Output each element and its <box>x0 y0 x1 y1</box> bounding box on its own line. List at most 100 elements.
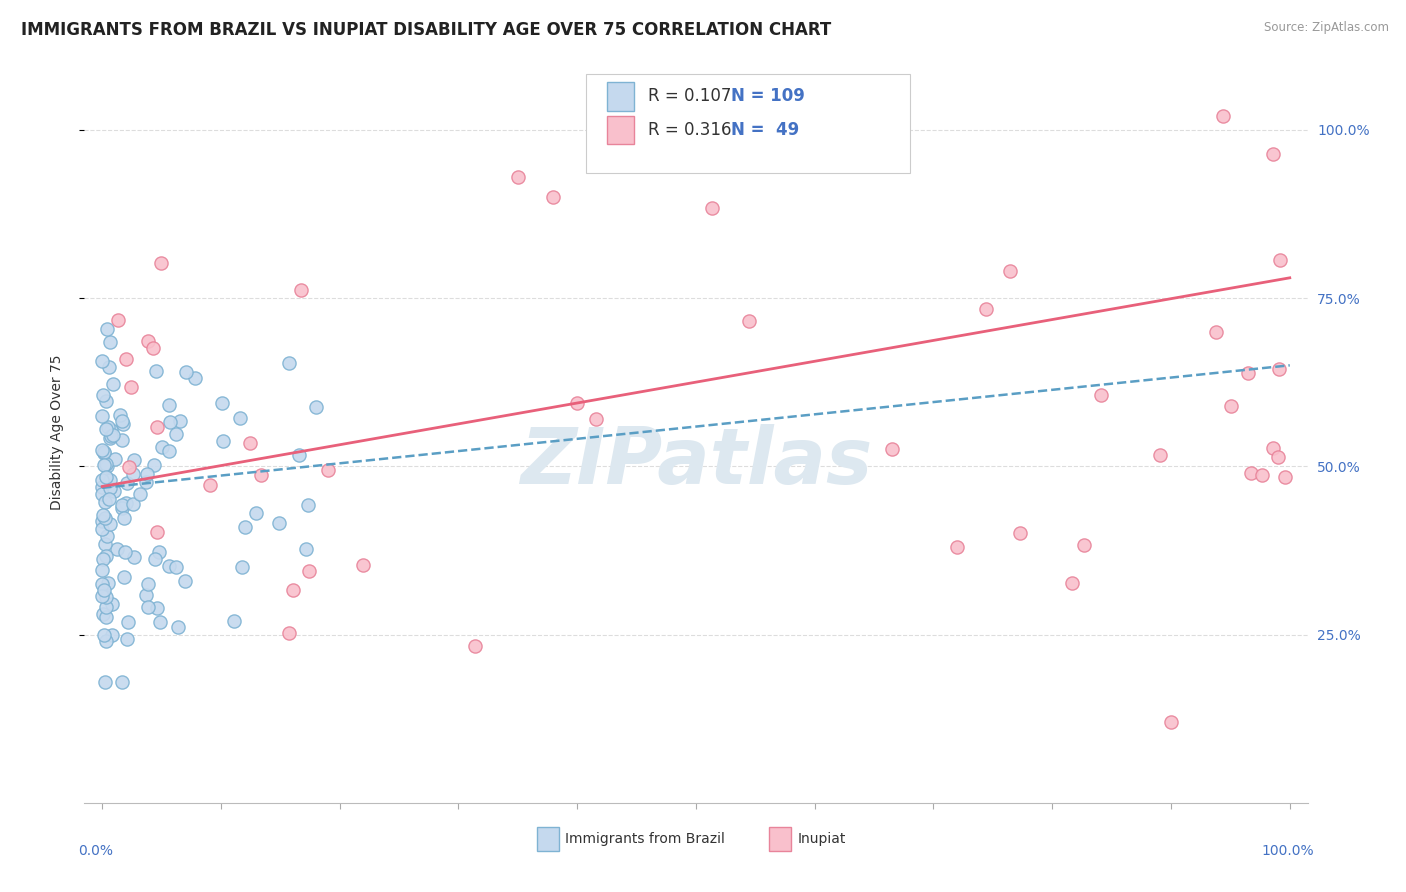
Point <box>135 467 157 481</box>
Point <box>157 443 180 458</box>
Point <box>612 109 634 123</box>
Point <box>111 674 134 689</box>
Point <box>91 508 114 523</box>
Point <box>111 498 134 512</box>
Point <box>277 356 299 370</box>
Point <box>115 496 138 510</box>
Point <box>91 589 114 603</box>
Point <box>585 412 607 426</box>
Point <box>91 487 114 501</box>
Point <box>700 201 723 215</box>
Point <box>305 400 328 414</box>
Point <box>142 341 165 355</box>
Point <box>122 550 145 565</box>
Point <box>122 467 145 481</box>
Text: 0.0%: 0.0% <box>79 844 114 857</box>
Point <box>91 514 114 528</box>
Point <box>94 549 117 564</box>
Point <box>91 480 114 494</box>
Bar <box>537 827 560 851</box>
Point <box>118 459 141 474</box>
Point <box>738 314 761 328</box>
Point <box>212 434 235 448</box>
Point <box>91 607 114 621</box>
Point <box>229 410 252 425</box>
Point <box>93 444 115 458</box>
Point <box>129 487 152 501</box>
Point <box>98 335 121 350</box>
Point <box>146 420 169 434</box>
Point <box>112 511 135 525</box>
Point <box>1236 367 1258 381</box>
Point <box>1261 146 1284 161</box>
Point <box>269 516 291 531</box>
Point <box>98 517 121 532</box>
Point <box>91 552 114 566</box>
Point <box>239 436 262 450</box>
Point <box>112 570 135 584</box>
Point <box>112 417 135 431</box>
Text: R = 0.316: R = 0.316 <box>648 120 731 139</box>
Point <box>94 511 117 525</box>
Point <box>464 639 486 653</box>
Point <box>94 422 117 436</box>
Point <box>91 522 114 536</box>
Point <box>114 351 136 366</box>
Point <box>1073 538 1095 552</box>
Point <box>120 380 142 394</box>
Point <box>222 615 245 629</box>
Point <box>93 582 115 597</box>
Point <box>146 525 169 540</box>
Point <box>107 313 129 327</box>
FancyBboxPatch shape <box>586 73 910 173</box>
Point <box>974 302 997 317</box>
Point <box>100 429 122 443</box>
Point <box>183 370 205 384</box>
Point <box>198 478 221 492</box>
Point <box>506 169 529 184</box>
Point <box>1268 252 1291 267</box>
Point <box>104 451 127 466</box>
Point <box>167 620 190 634</box>
Point <box>91 442 114 457</box>
Point <box>91 409 114 424</box>
Point <box>233 520 256 534</box>
Point <box>98 491 121 506</box>
Point <box>94 470 117 484</box>
Point <box>93 537 115 551</box>
Point <box>946 540 969 554</box>
Point <box>105 542 128 557</box>
Point <box>115 632 138 646</box>
Point <box>96 321 118 335</box>
Point <box>101 628 124 642</box>
Point <box>169 414 191 428</box>
Point <box>98 473 121 487</box>
Point <box>880 442 903 457</box>
Point <box>149 615 172 629</box>
Point <box>93 628 115 642</box>
Point <box>94 674 117 689</box>
Point <box>998 264 1021 278</box>
Point <box>1062 575 1084 590</box>
Point <box>122 453 145 467</box>
Point <box>1240 466 1263 480</box>
Point <box>145 364 167 378</box>
Point <box>91 388 114 402</box>
Point <box>290 283 312 297</box>
Point <box>165 426 187 441</box>
Point <box>100 423 122 437</box>
Bar <box>606 82 634 111</box>
Point <box>98 360 121 375</box>
Point <box>117 615 139 630</box>
Point <box>96 458 118 473</box>
Point <box>111 433 134 447</box>
Bar <box>606 116 634 144</box>
Point <box>1220 399 1243 413</box>
Text: Inupiat: Inupiat <box>797 832 846 847</box>
Point <box>110 414 132 428</box>
Point <box>1008 526 1031 541</box>
Point <box>1205 325 1227 339</box>
Point <box>93 495 115 509</box>
Point <box>565 396 588 410</box>
Point <box>114 545 136 559</box>
